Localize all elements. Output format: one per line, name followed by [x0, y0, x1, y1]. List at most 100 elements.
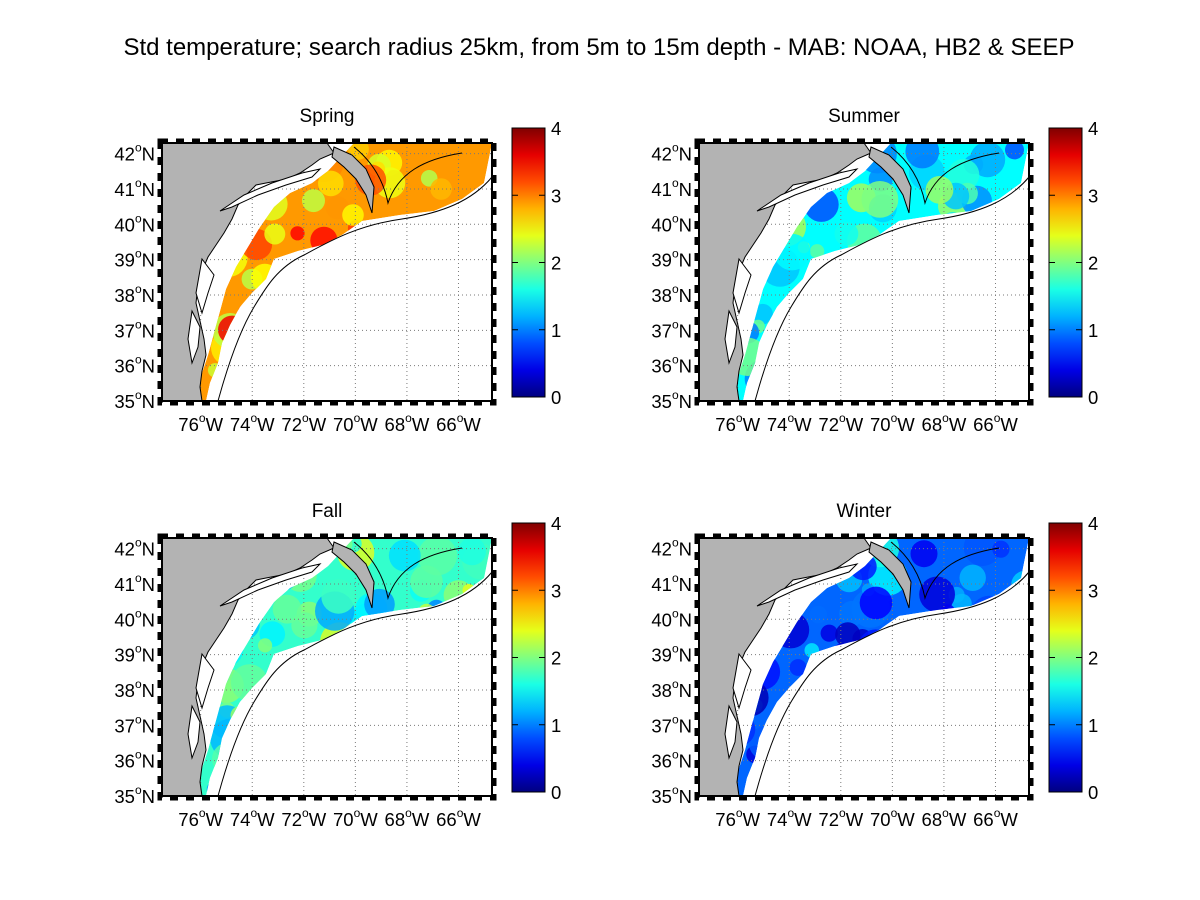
colorbar-tick-label: 0 — [551, 782, 561, 803]
lon-tick-label: 70oW — [333, 806, 378, 830]
lon-tick-label: 72oW — [818, 806, 863, 830]
lat-tick-label: 36oN — [651, 748, 692, 772]
lon-tick-label: 68oW — [922, 411, 967, 435]
lat-tick-label: 36oN — [651, 353, 692, 377]
colorbar-tick-label: 3 — [551, 580, 561, 601]
lon-tick-label: 66oW — [973, 411, 1018, 435]
lat-tick-label: 41oN — [651, 176, 692, 200]
lat-tick-label: 38oN — [651, 677, 692, 701]
map-frame-dashes — [694, 138, 1034, 406]
figure-title: Std temperature; search radius 25km, fro… — [123, 34, 1074, 61]
lat-tick-label: 40oN — [114, 606, 155, 630]
colorbar: 0 1 2 3 4 — [511, 118, 561, 408]
long-island — [756, 563, 859, 607]
lat-tick-label: 39oN — [651, 247, 692, 271]
panels: Spring 42oN 41oN 40oN 39oN 38oN 37oN 36oN 35oN 76… — [114, 106, 1098, 830]
colorbar: 0 1 2 3 4 — [1048, 118, 1098, 408]
lon-tick-label: 74oW — [230, 806, 275, 830]
lon-tick-label: 66oW — [436, 806, 481, 830]
lat-tick-label: 38oN — [114, 282, 155, 306]
long-island — [219, 168, 322, 212]
cape-cod — [331, 146, 375, 214]
colorbar-tick-label: 1 — [1088, 320, 1098, 341]
lon-tick-label: 72oW — [281, 411, 326, 435]
lat-tick-label: 39oN — [114, 642, 155, 666]
colorbar: 0 1 2 3 4 — [511, 513, 561, 803]
colorbar-tick-label: 1 — [1088, 715, 1098, 736]
lat-tick-label: 40oN — [114, 211, 155, 235]
lon-tick-label: 76oW — [178, 411, 223, 435]
lon-tick-label: 74oW — [767, 411, 812, 435]
colorbar-tick-label: 4 — [551, 513, 561, 534]
lat-tick-label: 39oN — [114, 247, 155, 271]
colorbar-tick-label: 3 — [1088, 580, 1098, 601]
lon-tick-label: 68oW — [922, 806, 967, 830]
lat-tick-label: 36oN — [114, 353, 155, 377]
lon-tick-label: 76oW — [715, 411, 760, 435]
lat-tick-label: 35oN — [651, 388, 692, 412]
land — [698, 537, 872, 797]
long-island — [756, 168, 859, 212]
lon-tick-label: 76oW — [715, 806, 760, 830]
chesapeake-delaware-bays — [187, 652, 215, 760]
lat-tick-label: 42oN — [651, 141, 692, 165]
lat-tick-label: 35oN — [114, 783, 155, 807]
lat-tick-label: 37oN — [651, 712, 692, 736]
colorbar-tick-label: 0 — [1088, 782, 1098, 803]
colorbar-tick-label: 2 — [551, 648, 561, 669]
colorbar-tick-label: 3 — [1088, 185, 1098, 206]
colorbar-tick-label: 2 — [551, 253, 561, 274]
lon-tick-label: 68oW — [385, 806, 430, 830]
isobath-contour — [217, 541, 493, 797]
lat-tick-label: 39oN — [651, 642, 692, 666]
lat-tick-label: 35oN — [114, 388, 155, 412]
colorbar-tick-label: 3 — [551, 185, 561, 206]
map-frame-dashes — [157, 138, 497, 406]
map-frame-dashes — [694, 533, 1034, 801]
land — [698, 142, 872, 402]
colorbar-tick-label: 2 — [1088, 253, 1098, 274]
colorbar-tick-label: 2 — [1088, 648, 1098, 669]
map-frame-dashes — [157, 533, 497, 801]
colorbar-tick-label: 0 — [551, 387, 561, 408]
lon-tick-label: 72oW — [281, 806, 326, 830]
colorbar-tick-label: 4 — [551, 118, 561, 139]
panel-title: Fall — [312, 501, 343, 522]
lat-tick-label: 35oN — [651, 783, 692, 807]
isobath-contour — [217, 146, 493, 402]
colorbar: 0 1 2 3 4 — [1048, 513, 1098, 803]
map-panel-summer: Summer 42oN 41oN 40oN 39oN 38oN 37oN 36oN 35oN 76… — [651, 106, 1098, 435]
colorbar-tick-label: 1 — [551, 715, 561, 736]
lon-tick-label: 68oW — [385, 411, 430, 435]
isobath-contour — [754, 146, 1030, 402]
lat-tick-label: 42oN — [114, 141, 155, 165]
lat-tick-label: 38oN — [114, 677, 155, 701]
map-panel-fall: Fall 42oN 41oN 40oN 39oN 38oN 37oN 36oN 35oN 76oW… — [114, 501, 561, 830]
lat-tick-label: 42oN — [114, 536, 155, 560]
lon-tick-label: 70oW — [870, 806, 915, 830]
lon-tick-label: 66oW — [436, 411, 481, 435]
colorbar-tick-label: 1 — [551, 320, 561, 341]
land — [161, 142, 335, 402]
lat-tick-label: 41oN — [114, 571, 155, 595]
panel-title: Spring — [300, 106, 355, 127]
long-island — [219, 563, 322, 607]
lat-tick-label: 37oN — [114, 317, 155, 341]
lon-tick-label: 66oW — [973, 806, 1018, 830]
lat-tick-label: 37oN — [114, 712, 155, 736]
colorbar-tick-label: 4 — [1088, 118, 1098, 139]
lat-tick-label: 38oN — [651, 282, 692, 306]
cape-cod — [868, 146, 912, 214]
lat-tick-label: 41oN — [651, 571, 692, 595]
lat-tick-label: 40oN — [651, 606, 692, 630]
chesapeake-delaware-bays — [724, 652, 752, 760]
chesapeake-delaware-bays — [724, 257, 752, 365]
lon-tick-label: 72oW — [818, 411, 863, 435]
lon-tick-label: 74oW — [230, 411, 275, 435]
cape-cod — [331, 541, 375, 609]
isobath-contour — [754, 541, 1030, 797]
map-panel-winter: Winter 42oN 41oN 40oN 39oN 38oN 37oN 36oN 35oN 76… — [651, 501, 1098, 830]
colorbar-tick-label: 0 — [1088, 387, 1098, 408]
lon-tick-label: 70oW — [333, 411, 378, 435]
